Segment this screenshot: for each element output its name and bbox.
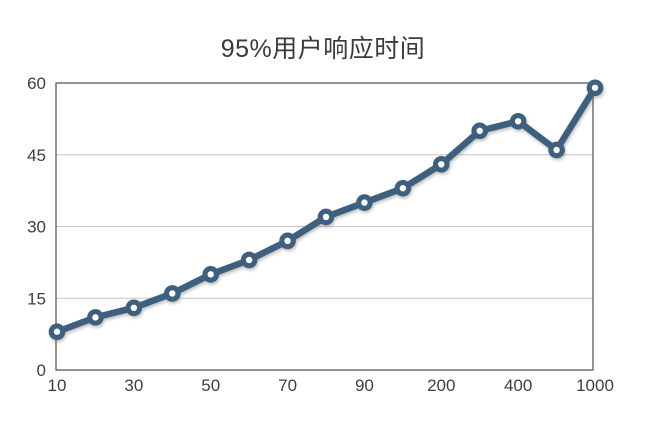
x-axis-label-10: 10 [48, 376, 67, 395]
y-axis-label-30: 30 [27, 218, 46, 237]
data-point-center [591, 84, 599, 91]
data-point-center [207, 271, 214, 278]
data-point-center [399, 185, 407, 192]
x-axis-label-50: 50 [201, 376, 220, 395]
data-point-center [361, 199, 368, 206]
plot-border [55, 82, 594, 371]
data-point-center [514, 118, 522, 125]
data-point-center [553, 146, 560, 154]
x-axis-label-90: 90 [355, 376, 374, 395]
y-axis-label-60: 60 [27, 74, 46, 93]
y-axis-label-45: 45 [27, 146, 46, 165]
x-axis-label-70: 70 [278, 376, 297, 395]
x-axis-label-30: 30 [124, 376, 143, 395]
x-axis-label-400: 400 [504, 376, 532, 395]
response-time-series [48, 79, 604, 341]
data-point-center [53, 328, 61, 335]
y-axis-label-0: 0 [37, 361, 46, 380]
data-point-center [322, 213, 330, 221]
data-point-center [438, 161, 445, 168]
chart-title: 95%用户响应时间 [220, 35, 426, 63]
data-point-center [92, 314, 99, 321]
x-axis-label-1000: 1000 [576, 376, 614, 395]
data-point-center [245, 256, 253, 264]
data-point-center [130, 304, 138, 312]
data-point-center [476, 127, 483, 135]
data-point-center [169, 290, 176, 297]
data-point-center [284, 237, 291, 245]
x-axis-label-200: 200 [427, 376, 455, 395]
y-axis-label-15: 15 [27, 289, 46, 308]
